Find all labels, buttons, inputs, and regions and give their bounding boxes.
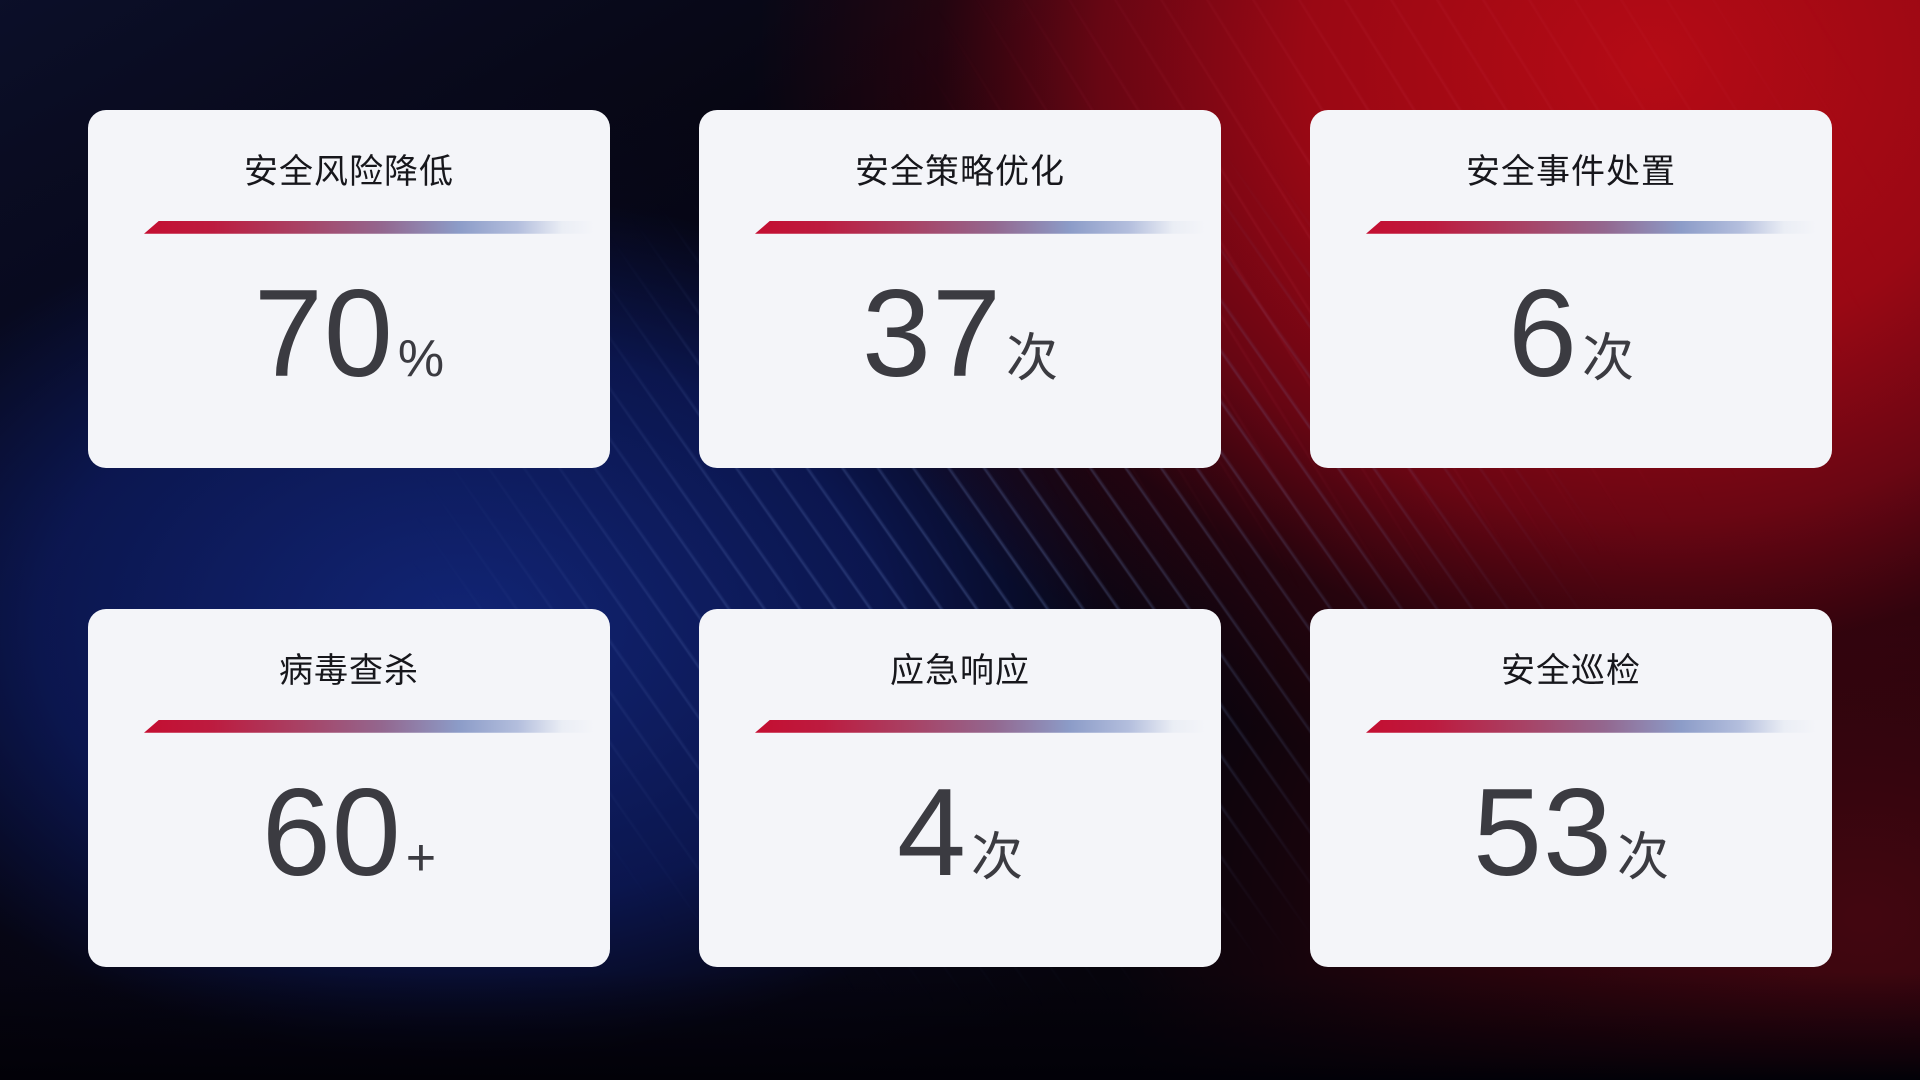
gradient-divider <box>755 220 1205 234</box>
stat-unit: 次 <box>1581 329 1634 388</box>
card-title: 安全事件处置 <box>1466 153 1676 191</box>
gradient-divider <box>144 220 594 234</box>
card-title: 安全风险降低 <box>244 153 454 191</box>
stat-card-virus-scan: 病毒查杀 60 + <box>88 609 610 967</box>
stat-card-policy-optimization: 安全策略优化 37 次 <box>699 110 1221 468</box>
stat-value: 4 <box>897 763 967 902</box>
card-value-row: 53 次 <box>1310 733 1832 967</box>
card-value-row: 60 + <box>88 733 610 967</box>
gradient-divider <box>1366 220 1816 234</box>
stat-value: 6 <box>1508 264 1578 403</box>
stat-unit: % <box>397 329 445 388</box>
stat-card-security-inspection: 安全巡检 53 次 <box>1310 609 1832 967</box>
card-title: 应急响应 <box>890 652 1030 690</box>
stat-card-emergency-response: 应急响应 4 次 <box>699 609 1221 967</box>
stat-card-risk-reduction: 安全风险降低 70 % <box>88 110 610 468</box>
card-title: 安全巡检 <box>1501 652 1641 690</box>
stat-unit: 次 <box>970 828 1023 887</box>
stats-grid: 安全风险降低 70 % 安全策略优化 37 次 安全事件处置 6 次 <box>88 110 1832 967</box>
card-value-row: 6 次 <box>1310 234 1832 468</box>
card-value-row: 70 % <box>88 234 610 468</box>
card-value-row: 4 次 <box>699 733 1221 967</box>
stat-unit: + <box>405 828 437 887</box>
gradient-divider <box>755 719 1205 733</box>
stat-card-incident-handling: 安全事件处置 6 次 <box>1310 110 1832 468</box>
card-value-row: 37 次 <box>699 234 1221 468</box>
card-title: 病毒查杀 <box>279 652 419 690</box>
gradient-divider <box>1366 719 1816 733</box>
stat-unit: 次 <box>1005 329 1058 388</box>
stat-value: 37 <box>862 264 1002 403</box>
stat-value: 60 <box>261 763 402 902</box>
stat-unit: 次 <box>1616 828 1669 887</box>
gradient-divider <box>144 719 594 733</box>
card-title: 安全策略优化 <box>855 153 1065 191</box>
stat-value: 53 <box>1473 763 1613 902</box>
stat-value: 70 <box>253 264 394 403</box>
